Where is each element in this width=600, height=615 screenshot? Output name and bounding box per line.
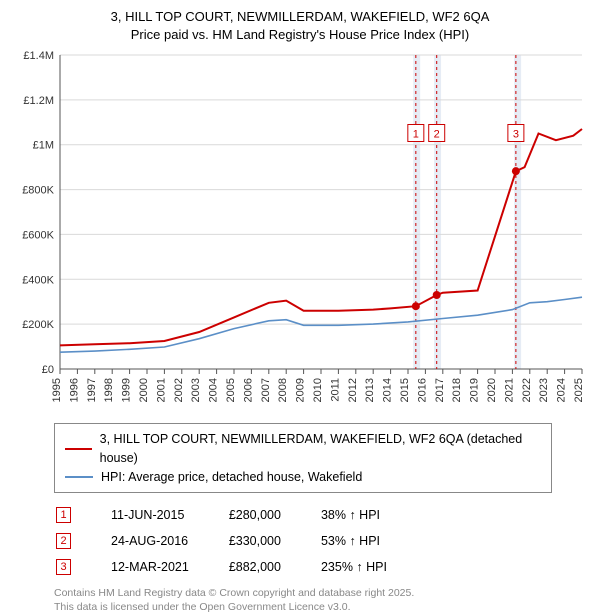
svg-text:2015: 2015	[399, 378, 411, 402]
legend-swatch-hpi	[65, 476, 93, 478]
svg-text:2003: 2003	[190, 378, 202, 402]
svg-text:2016: 2016	[416, 378, 428, 402]
svg-text:£1.2M: £1.2M	[23, 95, 54, 107]
footer: Contains HM Land Registry data © Crown c…	[54, 587, 588, 614]
chart-area: £0 £200K £400K £600K £800K £1M £1.2M £1.4M 1995 1…	[12, 49, 588, 419]
svg-text:£800K: £800K	[22, 185, 54, 197]
legend-row-hpi: HPI: Average price, detached house, Wake…	[65, 468, 541, 487]
marker-table: 1 11-JUN-2015£280,00038% ↑ HPI 2 24-AUG-201…	[54, 501, 427, 581]
line-chart: £0 £200K £400K £600K £800K £1M £1.2M £1.4M 1995 1…	[12, 49, 588, 419]
footer-line2: This data is licensed under the Open Gov…	[54, 601, 588, 615]
footer-line1: Contains HM Land Registry data © Crown c…	[54, 587, 588, 601]
svg-text:1999: 1999	[121, 378, 133, 402]
svg-text:£1M: £1M	[33, 140, 54, 152]
svg-text:£200K: £200K	[22, 319, 54, 331]
svg-text:£600K: £600K	[22, 230, 54, 242]
svg-text:2007: 2007	[260, 378, 272, 402]
legend-label-property: 3, HILL TOP COURT, NEWMILLERDAM, WAKEFIE…	[100, 430, 541, 468]
svg-text:2011: 2011	[329, 378, 341, 402]
legend-row-property: 3, HILL TOP COURT, NEWMILLERDAM, WAKEFIE…	[65, 430, 541, 468]
title-line1: 3, HILL TOP COURT, NEWMILLERDAM, WAKEFIE…	[12, 8, 588, 26]
svg-text:2022: 2022	[521, 378, 533, 402]
svg-text:2002: 2002	[173, 378, 185, 402]
svg-text:2009: 2009	[295, 378, 307, 402]
svg-text:2004: 2004	[208, 378, 220, 402]
marker-date: 11-JUN-2015	[111, 503, 227, 527]
svg-text:1995: 1995	[51, 378, 63, 402]
marker-number-box: 1	[56, 507, 71, 523]
marker-delta: 235% ↑ HPI	[321, 555, 425, 579]
svg-text:£1.4M: £1.4M	[23, 50, 54, 62]
svg-text:1997: 1997	[86, 378, 98, 402]
marker-row: 2 24-AUG-2016£330,00053% ↑ HPI	[56, 529, 425, 553]
svg-text:2001: 2001	[155, 378, 167, 402]
legend-label-hpi: HPI: Average price, detached house, Wake…	[101, 468, 362, 487]
svg-text:1996: 1996	[68, 378, 80, 402]
title-block: 3, HILL TOP COURT, NEWMILLERDAM, WAKEFIE…	[12, 8, 588, 43]
svg-text:2000: 2000	[138, 378, 150, 402]
svg-text:£0: £0	[42, 364, 54, 376]
svg-text:3: 3	[513, 129, 519, 141]
legend: 3, HILL TOP COURT, NEWMILLERDAM, WAKEFIE…	[54, 423, 552, 493]
svg-text:2024: 2024	[556, 378, 568, 402]
marker-price: £882,000	[229, 555, 319, 579]
marker-row: 3 12-MAR-2021£882,000235% ↑ HPI	[56, 555, 425, 579]
svg-text:2: 2	[434, 129, 440, 141]
svg-text:2013: 2013	[364, 378, 376, 402]
svg-text:1: 1	[413, 129, 419, 141]
svg-text:1998: 1998	[103, 378, 115, 402]
svg-text:2008: 2008	[277, 378, 289, 402]
chart-container: 3, HILL TOP COURT, NEWMILLERDAM, WAKEFIE…	[0, 0, 600, 590]
svg-text:2014: 2014	[382, 378, 394, 402]
svg-text:2012: 2012	[347, 378, 359, 402]
marker-date: 12-MAR-2021	[111, 555, 227, 579]
marker-delta: 53% ↑ HPI	[321, 529, 425, 553]
marker-price: £330,000	[229, 529, 319, 553]
svg-text:2006: 2006	[242, 378, 254, 402]
legend-swatch-property	[65, 448, 92, 450]
svg-text:2005: 2005	[225, 378, 237, 402]
marker-number-box: 2	[56, 533, 71, 549]
marker-number-box: 3	[56, 559, 71, 575]
svg-text:2021: 2021	[503, 378, 515, 402]
svg-text:2019: 2019	[469, 378, 481, 402]
svg-text:2023: 2023	[538, 378, 550, 402]
svg-text:2010: 2010	[312, 378, 324, 402]
svg-text:2018: 2018	[451, 378, 463, 402]
title-line2: Price paid vs. HM Land Registry's House …	[12, 26, 588, 44]
marker-delta: 38% ↑ HPI	[321, 503, 425, 527]
svg-text:2020: 2020	[486, 378, 498, 402]
marker-price: £280,000	[229, 503, 319, 527]
svg-text:2017: 2017	[434, 378, 446, 402]
svg-text:2025: 2025	[573, 378, 585, 402]
marker-row: 1 11-JUN-2015£280,00038% ↑ HPI	[56, 503, 425, 527]
marker-date: 24-AUG-2016	[111, 529, 227, 553]
svg-text:£400K: £400K	[22, 274, 54, 286]
